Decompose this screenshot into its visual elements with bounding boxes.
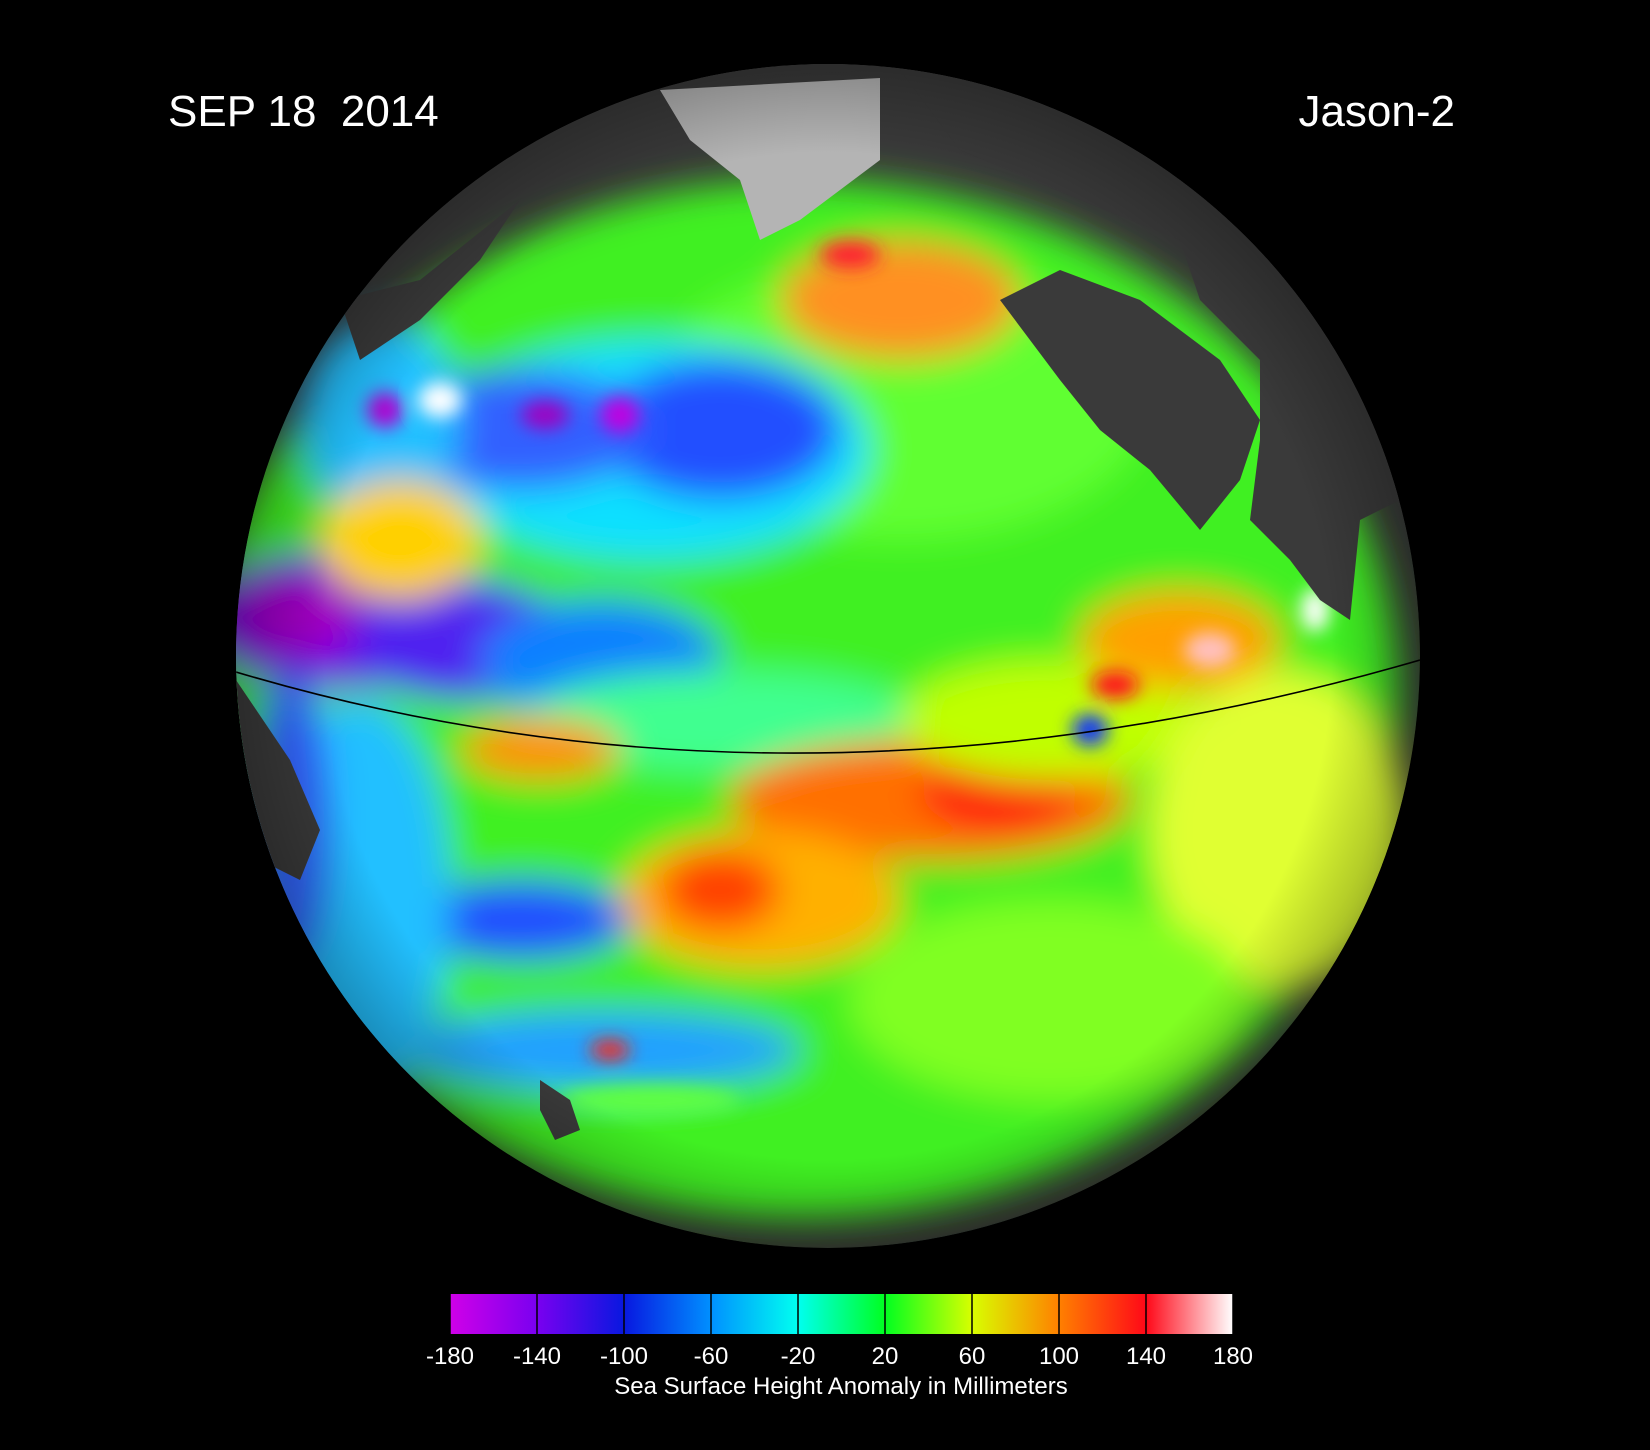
- colorbar-tick-label: -100: [600, 1343, 648, 1370]
- colorbar-segment: [711, 1294, 798, 1334]
- date-label: SEP 18 2014: [168, 87, 439, 136]
- colorbar-segment: [798, 1294, 885, 1334]
- colorbar-segment: [450, 1294, 537, 1334]
- colorbar-segment: [537, 1294, 624, 1334]
- colorbar-tick-label: -140: [513, 1343, 561, 1370]
- colorbar-tick-label: 100: [1039, 1343, 1079, 1370]
- colorbar-tick-label: -20: [781, 1343, 816, 1370]
- colorbar-tick-label: -180: [426, 1343, 474, 1370]
- colorbar-tick-label: 20: [872, 1343, 899, 1370]
- equator: [236, 659, 1420, 754]
- colorbar-tick-label: 140: [1126, 1343, 1166, 1370]
- colorbar-tick-label: -60: [694, 1343, 729, 1370]
- colorbar-tick-label: 60: [959, 1343, 986, 1370]
- colorbar-segment: [1146, 1294, 1233, 1334]
- colorbar-segment: [1059, 1294, 1146, 1334]
- colorbar-label: Sea Surface Height Anomaly in Millimeter…: [614, 1373, 1068, 1400]
- colorbar-tick-label: 180: [1213, 1343, 1253, 1370]
- colorbar: -180 -140 -100 -60 -20 20 60 100 140 180: [426, 1294, 1253, 1370]
- colorbar-segment: [972, 1294, 1059, 1334]
- colorbar-segment: [885, 1294, 972, 1334]
- satellite-label: Jason-2: [1298, 87, 1455, 136]
- colorbar-segment: [624, 1294, 711, 1334]
